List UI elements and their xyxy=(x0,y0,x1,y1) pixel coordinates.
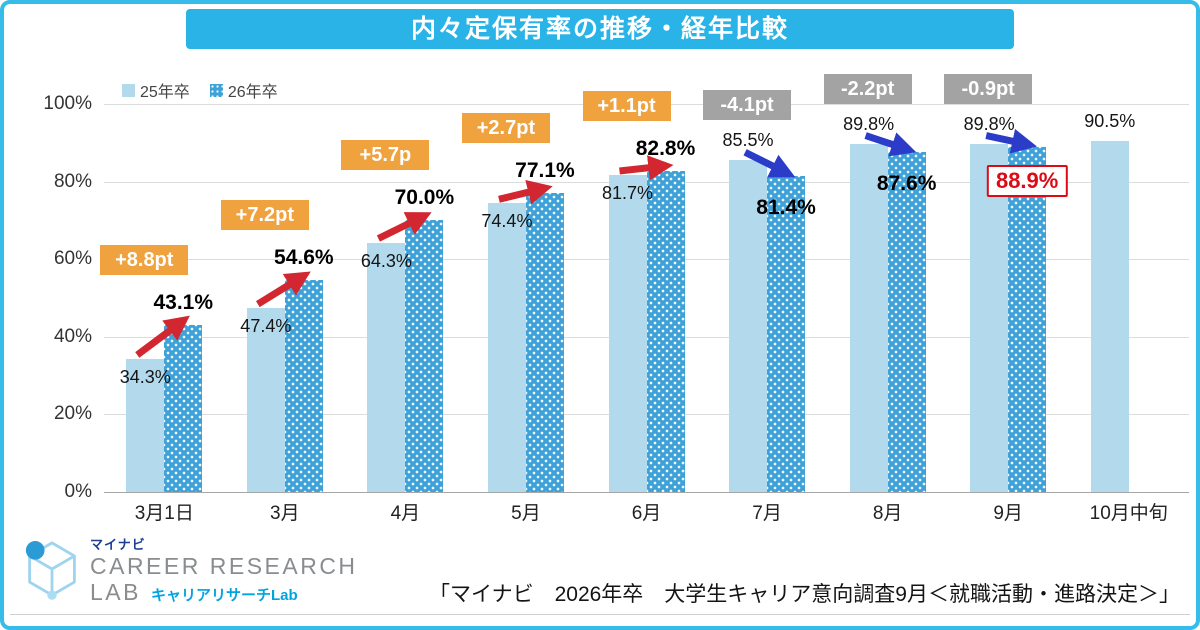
y-axis-label: 80% xyxy=(53,170,92,192)
source-citation: 「マイナビ 2026年卒 大学生キャリア意向調査9月＜就職活動・進路決定＞」 xyxy=(429,583,1180,606)
legend-label-25: 25年卒 xyxy=(140,84,190,101)
value-label-25: 81.7% xyxy=(601,183,654,203)
x-axis-label: 3月1日 xyxy=(134,503,194,524)
x-axis-label: 7月 xyxy=(752,503,782,524)
bar-26 xyxy=(164,324,203,492)
bar-25 xyxy=(970,143,1009,492)
bar-25 xyxy=(126,358,165,492)
diff-badge: +2.7pt xyxy=(461,112,550,143)
page-title: 内々定保有率の推移・経年比較 xyxy=(186,9,1014,49)
y-axis-label: 100% xyxy=(43,93,92,114)
bar-25 xyxy=(729,160,768,492)
legend-swatch-26-icon xyxy=(209,83,223,97)
x-axis-label: 8月 xyxy=(872,503,903,524)
value-label-25: 89.8% xyxy=(843,113,895,134)
bar-25 xyxy=(246,308,285,492)
value-label-26: 88.9% xyxy=(986,165,1068,198)
legend-item-25: 25年卒 xyxy=(122,78,190,102)
x-axis-label: 3月 xyxy=(270,503,300,524)
diff-badge: +7.2pt xyxy=(220,200,309,231)
legend-swatch-25-icon xyxy=(122,83,135,97)
bar-25 xyxy=(487,203,526,492)
value-label-25: 89.8% xyxy=(963,113,1015,134)
diff-badge: +5.7p xyxy=(341,140,430,171)
value-label-26: 54.6% xyxy=(274,246,334,270)
bar-25 xyxy=(367,242,406,492)
x-axis-label: 4月 xyxy=(390,503,421,524)
x-axis-label: 6月 xyxy=(631,503,662,524)
value-label-25: 74.4% xyxy=(481,211,533,232)
value-label-25: 90.5% xyxy=(1084,110,1136,131)
bar-26 xyxy=(646,170,685,492)
value-label-26: 81.4% xyxy=(756,196,816,220)
logo-text-block: マイナビ CAREER RESEARCH LAB キャリアリサーチLab xyxy=(90,537,358,606)
logo-career-research-lab-jp-label: キャリアリサーチLab xyxy=(150,587,298,605)
diff-badge: -0.9pt xyxy=(944,73,1033,104)
legend-label-26: 26年卒 xyxy=(227,84,278,101)
value-label-26: 77.1% xyxy=(515,158,575,182)
bar-26 xyxy=(887,152,926,492)
x-axis-label: 5月 xyxy=(511,503,541,524)
logo-career-research-label: CAREER RESEARCH xyxy=(90,552,358,579)
diff-badge: +1.1pt xyxy=(582,90,671,121)
logo-lab-label: LAB xyxy=(90,579,141,606)
value-label-25: 85.5% xyxy=(722,130,774,151)
value-label-26: 87.6% xyxy=(876,172,937,196)
bar-26 xyxy=(1008,147,1047,492)
bar-25 xyxy=(608,175,647,492)
logo-lab-row: LAB キャリアリサーチLab xyxy=(90,579,358,605)
y-axis-label: 0% xyxy=(64,481,92,502)
footer-divider xyxy=(10,614,1190,615)
bar-25 xyxy=(849,143,888,492)
gridline-0 xyxy=(104,492,1189,493)
diff-badge: -4.1pt xyxy=(703,90,792,121)
bar-26 xyxy=(525,192,564,492)
career-research-lab-logo: マイナビ CAREER RESEARCH LAB キャリアリサーチLab xyxy=(24,537,358,606)
bar-26 xyxy=(405,220,444,492)
x-axis-label: 9月 xyxy=(993,503,1023,524)
bar-25 xyxy=(1090,140,1129,492)
legend-item-26: 26年卒 xyxy=(209,78,278,102)
value-label-26: 70.0% xyxy=(394,186,455,210)
y-axis-label: 40% xyxy=(53,325,92,347)
value-label-26: 43.1% xyxy=(153,290,214,314)
logo-mynavi-label: マイナビ xyxy=(90,537,146,552)
value-label-25: 64.3% xyxy=(360,250,412,271)
chart-legend: 25年卒 26年卒 xyxy=(122,78,278,102)
value-label-25: 34.3% xyxy=(119,366,171,387)
bar-26 xyxy=(284,280,323,492)
x-axis-label: 10月中旬 xyxy=(1089,503,1168,524)
bar-26 xyxy=(767,176,806,492)
value-label-26: 82.8% xyxy=(635,136,696,160)
y-axis-label: 20% xyxy=(53,403,92,425)
y-axis-label: 60% xyxy=(53,248,92,270)
diff-badge: +8.8pt xyxy=(100,244,189,275)
diff-badge: -2.2pt xyxy=(823,73,912,104)
cube-logo-icon xyxy=(25,541,76,600)
value-label-25: 47.4% xyxy=(240,316,292,337)
